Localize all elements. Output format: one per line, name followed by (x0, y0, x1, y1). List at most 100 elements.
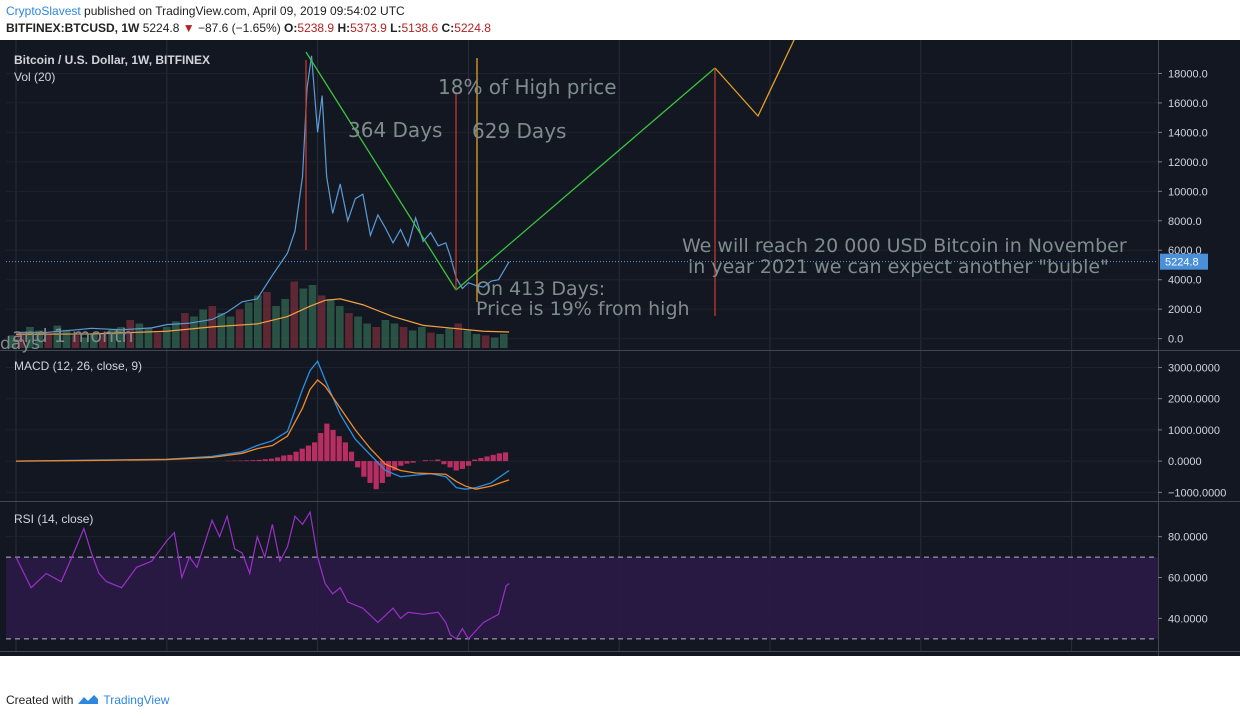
volume-bar (117, 327, 125, 348)
volume-ma-line (15, 298, 510, 335)
y-tick-label: 2000.0000 (1168, 394, 1220, 406)
macd-histogram-bar (318, 433, 324, 462)
macd-histogram-bar (478, 457, 484, 462)
macd-histogram-bar (496, 453, 502, 462)
macd-histogram-bar (441, 461, 447, 465)
y-tick-label: 10000.0 (1168, 186, 1208, 198)
macd-histogram-bar (429, 460, 435, 462)
volume-bar (454, 323, 463, 348)
trendline-down (305, 51, 457, 291)
volume-bar (217, 313, 226, 348)
volume-bar (153, 332, 162, 348)
macd-histogram-bar (453, 461, 459, 471)
volume-bar (99, 332, 107, 348)
tradingview-logo-icon (78, 695, 99, 704)
macd-histogram-bar (336, 436, 342, 462)
volume-bar (317, 295, 326, 348)
annotation-text: days (0, 334, 40, 354)
chart-canvas[interactable]: 18% of High price 364 Days 629 Days We will… (0, 40, 1240, 656)
volume-bar (181, 313, 189, 348)
volume-bar (281, 299, 289, 348)
close-label: C: (441, 21, 455, 35)
tradingview-link[interactable]: TradingView (103, 693, 170, 707)
volume-label: Vol (20) (14, 70, 55, 84)
volume-bar (390, 323, 399, 348)
volume-bar (472, 334, 481, 348)
volume-bar (263, 292, 271, 348)
macd-histogram-bar (404, 461, 410, 464)
y-tick-label: 1000.0000 (1168, 425, 1220, 437)
macd-histogram-bar (287, 454, 293, 462)
macd-histogram-bar (422, 460, 429, 462)
panes (6, 55, 1158, 640)
rsi-line (15, 510, 510, 640)
volume-bar (44, 334, 53, 348)
macd-histogram-bar (244, 460, 250, 462)
annotation-text: Price is 19% from high (476, 298, 690, 320)
volume-bar (399, 327, 408, 348)
created-with-text: Created with (6, 693, 74, 707)
footer: Created with TradingView (6, 693, 169, 707)
y-tick-label: 80.0000 (1168, 532, 1208, 544)
volume-bar (290, 281, 299, 348)
volume-bar (326, 299, 335, 348)
grid (0, 40, 1240, 656)
volume-bar (235, 309, 244, 348)
volume-bar (463, 330, 472, 348)
volume-bar (190, 316, 198, 348)
open-value: 5238.9 (297, 21, 335, 35)
macd-histogram-bar (238, 460, 244, 462)
macd-histogram-bar (324, 423, 330, 462)
signal-line (15, 379, 510, 490)
symbol-bar: BITFINEX:BTCUSD, 1W 5224.8 ▼ −87.6 (−1.6… (6, 21, 491, 35)
macd-histogram-bar (472, 459, 478, 462)
y-tick-label: 2000.0 (1168, 304, 1202, 316)
macd-histogram-bar (250, 460, 256, 462)
y-tick-label: 16000.0 (1168, 98, 1208, 110)
last-price-tag (1160, 253, 1208, 270)
volume-bar (436, 334, 444, 348)
annotations: 18% of High price 364 Days 629 Days We will… (0, 40, 1127, 354)
volume-bar (500, 334, 508, 348)
volume-bar (8, 335, 16, 348)
volume-bar (126, 320, 135, 348)
macd-histogram-bar (262, 459, 268, 462)
volume-bar (345, 313, 353, 348)
macd-histogram-bar (379, 461, 385, 483)
macd-histogram-bar (342, 442, 348, 462)
macd-line (15, 359, 510, 490)
macd-histogram-bar (392, 461, 398, 471)
volume-bar (299, 288, 308, 348)
macd-title: MACD (12, 26, close, 9) (14, 359, 142, 373)
volume-bar (80, 337, 89, 348)
author-link[interactable]: CryptoSlavest (6, 4, 81, 18)
macd-histogram-bar (373, 461, 379, 490)
macd-histogram-bar (355, 461, 361, 468)
macd-histogram-bar (367, 461, 373, 483)
y-tick-label: 60.0000 (1168, 573, 1208, 585)
annotation-text: We will reach 20 000 USD Bitcoin in Nove… (682, 235, 1127, 257)
publish-info: CryptoSlavest published on TradingView.c… (6, 4, 405, 18)
macd-histogram-bar (281, 455, 287, 462)
price-series-line (15, 55, 510, 334)
macd-histogram-bar (305, 445, 311, 462)
high-label: H: (337, 21, 351, 35)
macd-histogram-bar (398, 461, 404, 466)
volume-bar (418, 327, 426, 348)
price-axis-area (1158, 40, 1240, 656)
annotation-text: in year 2021 we can expect another "bubl… (688, 256, 1109, 278)
volume-bar (172, 321, 180, 348)
main-pane-title: Bitcoin / U.S. Dollar, 1W, BITFINEX (14, 53, 210, 67)
y-tick-label: −1000.0000 (1168, 487, 1226, 499)
volume-bar (490, 337, 499, 348)
macd-histogram-bar (385, 461, 392, 477)
close-value: 5224.8 (454, 21, 491, 35)
volume-bar (135, 323, 144, 348)
last-price-label: 5224.8 (1165, 257, 1199, 269)
volume-bar (372, 327, 381, 348)
volume-bar (481, 335, 490, 348)
macd-histogram-bar (299, 448, 305, 462)
volume-bar (17, 332, 25, 348)
macd-histogram-bar (465, 461, 472, 466)
macd-histogram-bar (268, 458, 275, 462)
